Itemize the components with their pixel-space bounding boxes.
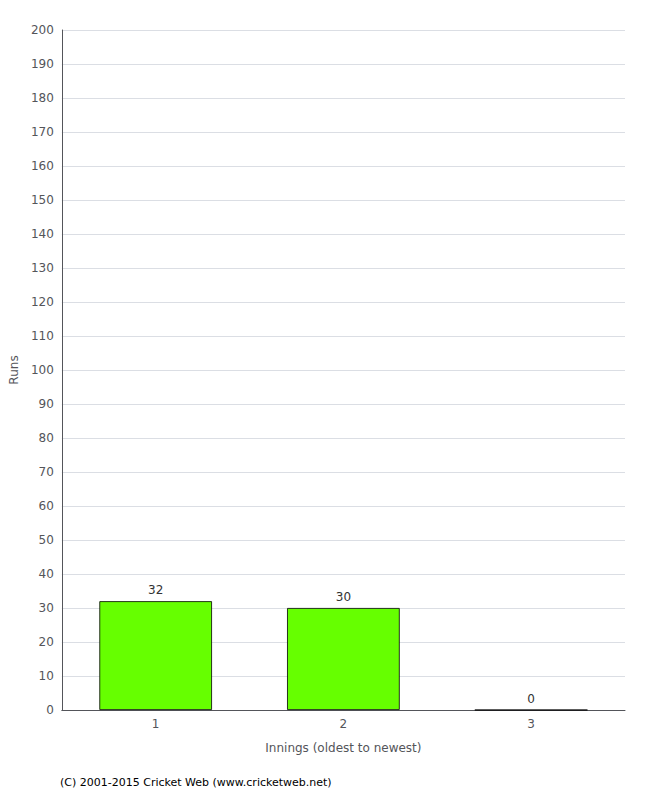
svg-text:170: 170 <box>31 125 54 139</box>
svg-text:1: 1 <box>152 717 160 731</box>
svg-text:160: 160 <box>31 159 54 173</box>
svg-text:180: 180 <box>31 91 54 105</box>
svg-text:90: 90 <box>39 397 54 411</box>
svg-text:10: 10 <box>39 669 54 683</box>
svg-text:2: 2 <box>340 717 348 731</box>
svg-text:150: 150 <box>31 193 54 207</box>
svg-text:32: 32 <box>148 583 163 597</box>
svg-text:0: 0 <box>46 703 54 717</box>
svg-text:130: 130 <box>31 261 54 275</box>
svg-text:Innings (oldest to newest): Innings (oldest to newest) <box>265 741 421 755</box>
svg-text:0: 0 <box>527 692 535 706</box>
svg-text:110: 110 <box>31 329 54 343</box>
svg-text:30: 30 <box>39 601 54 615</box>
svg-text:80: 80 <box>39 431 54 445</box>
svg-text:100: 100 <box>31 363 54 377</box>
svg-text:70: 70 <box>39 465 54 479</box>
svg-text:60: 60 <box>39 499 54 513</box>
svg-text:20: 20 <box>39 635 54 649</box>
svg-text:3: 3 <box>527 717 535 731</box>
svg-text:Runs: Runs <box>7 355 21 384</box>
svg-text:50: 50 <box>39 533 54 547</box>
svg-text:(C) 2001-2015 Cricket Web (www: (C) 2001-2015 Cricket Web (www.cricketwe… <box>60 776 332 789</box>
svg-text:200: 200 <box>31 23 54 37</box>
svg-text:40: 40 <box>39 567 54 581</box>
svg-text:30: 30 <box>336 590 351 604</box>
svg-text:190: 190 <box>31 57 54 71</box>
svg-text:140: 140 <box>31 227 54 241</box>
svg-text:120: 120 <box>31 295 54 309</box>
